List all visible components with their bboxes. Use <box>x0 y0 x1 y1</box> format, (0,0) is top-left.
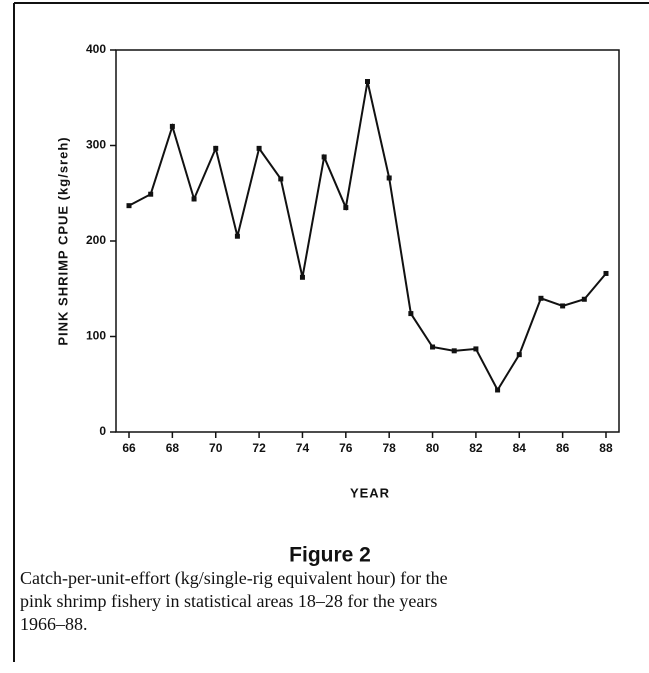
x-tick-label: 76 <box>339 441 353 455</box>
x-tick-label: 68 <box>166 441 180 455</box>
data-point <box>343 205 349 211</box>
x-tick-label: 66 <box>122 441 136 455</box>
data-point <box>148 191 154 197</box>
data-point <box>560 303 566 309</box>
data-point <box>234 233 240 239</box>
x-axis-label: YEAR <box>350 485 390 500</box>
caption-line: pink shrimp fishery in statistical areas… <box>20 591 437 611</box>
data-point <box>365 79 370 85</box>
y-axis-label: PINK SHRIMP CPUE (kg/sreh) <box>55 136 70 345</box>
data-point <box>321 154 327 160</box>
data-point <box>299 274 305 280</box>
x-tick-label: 88 <box>599 441 613 455</box>
figure-label: Figure 2 <box>289 544 371 567</box>
x-tick-label: 86 <box>556 441 570 455</box>
y-tick-label: 100 <box>86 329 106 343</box>
data-point <box>538 295 544 301</box>
data-point <box>191 196 197 202</box>
x-tick-label: 78 <box>383 441 397 455</box>
data-point <box>495 387 501 393</box>
data-point <box>386 175 392 181</box>
data-point <box>256 145 262 151</box>
caption-line: Catch-per-unit-effort (kg/single-rig equ… <box>20 568 448 589</box>
x-tick-label: 70 <box>209 441 223 455</box>
y-tick-label: 200 <box>86 233 106 247</box>
data-point <box>451 348 457 354</box>
data-point <box>473 346 479 352</box>
y-tick-label: 0 <box>99 424 106 438</box>
data-point <box>126 203 132 209</box>
data-line <box>128 81 607 392</box>
data-point <box>213 145 219 151</box>
data-point <box>430 344 436 350</box>
data-point <box>408 311 414 317</box>
x-tick-label: 72 <box>252 441 266 455</box>
data-point <box>169 123 175 129</box>
data-point <box>278 176 284 182</box>
x-tick-label: 84 <box>513 441 527 455</box>
caption-line: 1966–88. <box>20 614 88 634</box>
data-point <box>581 296 587 302</box>
x-tick-label: 80 <box>426 441 440 455</box>
y-tick-label: 400 <box>86 42 106 56</box>
y-tick-label: 300 <box>86 138 106 152</box>
x-tick-label: 82 <box>469 441 483 455</box>
data-point <box>603 270 609 276</box>
x-tick-label: 74 <box>296 441 310 455</box>
plot-frame <box>115 49 620 433</box>
data-point <box>516 352 522 358</box>
